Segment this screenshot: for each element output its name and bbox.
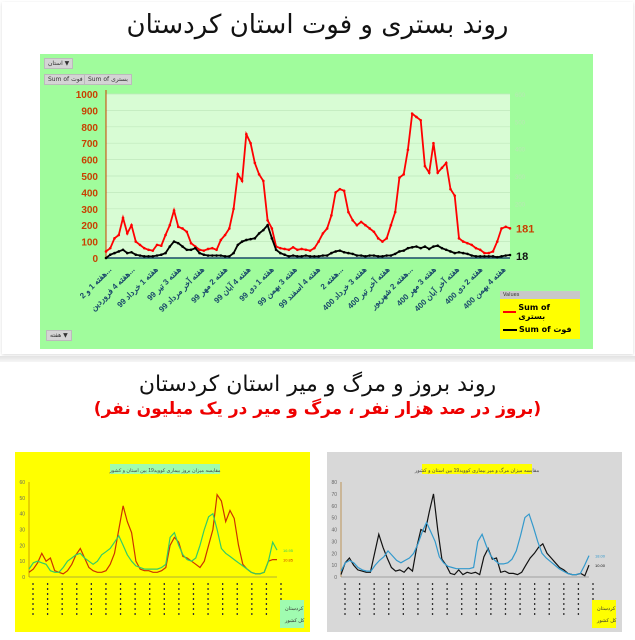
svg-text:20: 20 [331,551,337,557]
svg-text:مقایسه میزان بروز بیماری کووید: مقایسه میزان بروز بیماری کووید19 بین است… [108,468,221,474]
svg-text:70: 70 [331,492,337,498]
bottom-title-text: روند بروز و مرگ و میر استان کردستان [138,372,497,397]
bottom-subtitle: (بروز در صد هزار نفر ، مرگ و میر در یک م… [93,399,542,419]
svg-text:800: 800 [81,123,98,134]
svg-text:181: 181 [516,223,534,235]
svg-text:400: 400 [81,188,98,199]
svg-text:20: 20 [19,543,25,549]
legend-item-deaths: Sum of فوت [503,325,577,334]
main-line-chart: 0 100 200 300 400 500 600 700 800 900 1000 0 100 200 3… [76,90,534,315]
svg-text:100: 100 [81,238,98,249]
svg-text:10: 10 [19,559,25,565]
svg-text:200: 200 [81,221,98,232]
svg-text:18: 18 [516,251,528,263]
chart-legend: Values Sum of بستری Sum of فوت [500,291,580,339]
svg-text:400: 400 [515,148,526,154]
svg-text:700: 700 [81,139,98,150]
svg-text:0: 0 [92,254,98,265]
svg-text:1000: 1000 [76,90,99,101]
svg-text:40: 40 [331,528,337,534]
svg-text:300: 300 [515,175,526,181]
svg-text:کل کشور: کل کشور [284,618,305,624]
svg-text:60: 60 [19,480,25,486]
svg-text:100: 100 [515,230,526,236]
section-divider [0,356,635,362]
week-axis-button[interactable]: هفته ▼ [46,330,72,341]
svg-text:کردستان: کردستان [597,606,616,612]
svg-text:50: 50 [19,496,25,502]
svg-text:30: 30 [331,539,337,545]
legend-label: Sum of بستری [518,303,550,321]
svg-text:80: 80 [331,480,337,486]
svg-text:500: 500 [515,120,526,126]
svg-text:کردستان: کردستان [285,606,304,612]
svg-text:300: 300 [81,205,98,216]
field-button-hospitalized[interactable]: Sum of بستری [84,74,132,85]
svg-text:16.95: 16.95 [283,548,294,553]
legend-item-hospitalized: Sum of بستری [503,303,577,321]
legend-header: Values [500,291,580,299]
svg-text:600: 600 [515,93,526,99]
svg-text:10.85: 10.85 [283,558,294,563]
svg-text:50: 50 [331,516,337,522]
top-title: روند بستری و فوت استان کردستان [126,10,509,40]
svg-text:30: 30 [19,528,25,534]
svg-text:200: 200 [515,202,526,208]
svg-text:18.00: 18.00 [595,554,606,559]
mortality-chart: مقایسه میزان مرگ و میر بیماری کووید19 بی… [327,452,622,632]
svg-text:0: 0 [515,257,519,263]
svg-text:40: 40 [19,512,25,518]
svg-text:600: 600 [81,156,98,167]
svg-text:900: 900 [81,106,98,117]
legend-label: Sum of فوت [519,325,572,334]
svg-text:0: 0 [334,575,337,581]
province-filter-button[interactable]: استان ▼ [44,58,74,69]
svg-text:10.00: 10.00 [595,563,606,568]
svg-text:10: 10 [331,563,337,569]
svg-text:0: 0 [22,575,25,581]
svg-text:هفته 4 بهمن 400: هفته 4 بهمن 400 [461,265,508,312]
incidence-chart: مقایسه میزان بروز بیماری کووید19 بین است… [15,452,310,632]
bottom-title: روند بروز و مرگ و میر استان کردستان (برو… [0,372,635,420]
svg-text:مقایسه میزان مرگ و میر بیماری: مقایسه میزان مرگ و میر بیماری کووید19 بی… [414,467,540,474]
svg-text:60: 60 [331,504,337,510]
svg-text:500: 500 [81,172,98,183]
svg-text:کل کشور: کل کشور [596,618,617,624]
svg-text:هفته 4 اسفند 99: هفته 4 اسفند 99 [277,265,322,310]
